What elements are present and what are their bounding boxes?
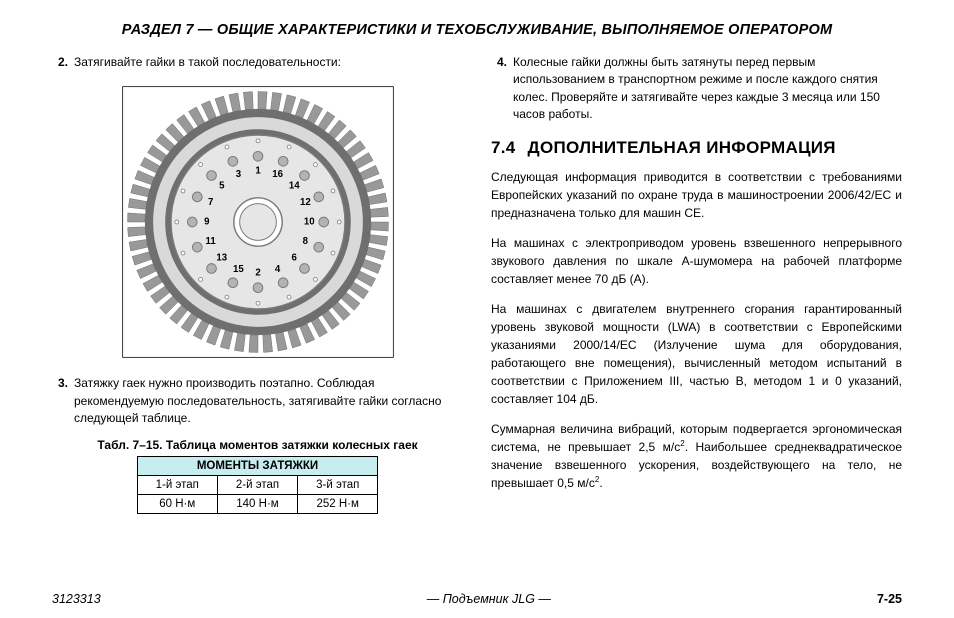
svg-text:15: 15 xyxy=(233,264,244,275)
svg-text:14: 14 xyxy=(288,181,299,192)
svg-text:8: 8 xyxy=(302,236,308,247)
table-cell: 60 Н·м xyxy=(137,494,217,513)
page-footer: 3123313 — Подъемник JLG — 7-25 xyxy=(52,592,902,606)
footer-left: 3123313 xyxy=(52,592,101,606)
table-cell: 252 Н·м xyxy=(298,494,378,513)
tire-diagram: 1 16 1412 10 864 2 15 1311 9 753 xyxy=(113,77,403,367)
table-caption: Табл. 7–15. Таблица моментов затяжки кол… xyxy=(52,438,463,452)
list-text: Затяжку гаек нужно производить поэтапно.… xyxy=(74,375,463,427)
svg-text:11: 11 xyxy=(205,236,216,247)
footer-center: — Подъемник JLG — xyxy=(427,592,551,606)
svg-text:4: 4 xyxy=(274,264,280,275)
svg-text:13: 13 xyxy=(216,253,227,264)
list-text: Затягивайте гайки в такой последовательн… xyxy=(74,54,463,71)
paragraph: Суммарная величина вибраций, которым под… xyxy=(491,420,902,492)
svg-text:12: 12 xyxy=(299,197,310,208)
svg-text:9: 9 xyxy=(204,217,210,228)
list-number: 3. xyxy=(52,375,74,427)
table-cell: 3-й этап xyxy=(298,475,378,494)
svg-text:7: 7 xyxy=(207,197,212,208)
svg-text:5: 5 xyxy=(219,181,225,192)
list-number: 2. xyxy=(52,54,74,71)
list-number: 4. xyxy=(491,54,513,124)
section-header: РАЗДЕЛ 7 — ОБЩИЕ ХАРАКТЕРИСТИКИ И ТЕХОБС… xyxy=(52,22,902,38)
left-column: 2. Затягивайте гайки в такой последовате… xyxy=(52,54,463,514)
footer-right: 7-25 xyxy=(877,592,902,606)
svg-text:1: 1 xyxy=(255,166,261,177)
torque-table: МОМЕНТЫ ЗАТЯЖКИ 1-й этап 2-й этап 3-й эт… xyxy=(137,456,379,514)
table-cell: 1-й этап xyxy=(137,475,217,494)
table-cell: 140 Н·м xyxy=(217,494,297,513)
list-text: Колесные гайки должны быть затянуты пере… xyxy=(513,54,902,124)
subsection-number: 7.4 xyxy=(491,138,516,157)
svg-text:10: 10 xyxy=(303,217,314,228)
subsection-heading: 7.4 ДОПОЛНИТЕЛЬНАЯ ИНФОРМАЦИЯ xyxy=(491,138,902,158)
subsection-title: ДОПОЛНИТЕЛЬНАЯ ИНФОРМАЦИЯ xyxy=(528,138,836,157)
list-item: 4. Колесные гайки должны быть затянуты п… xyxy=(491,54,902,124)
list-item: 3. Затяжку гаек нужно производить поэтап… xyxy=(52,375,463,427)
table-head: МОМЕНТЫ ЗАТЯЖКИ xyxy=(137,456,378,475)
tire-figure: 1 16 1412 10 864 2 15 1311 9 753 xyxy=(52,77,463,367)
svg-text:3: 3 xyxy=(235,170,241,181)
paragraph-part: . xyxy=(599,476,602,490)
svg-text:16: 16 xyxy=(272,170,283,181)
table-cell: 2-й этап xyxy=(217,475,297,494)
right-column: 4. Колесные гайки должны быть затянуты п… xyxy=(491,54,902,514)
svg-text:2: 2 xyxy=(255,268,260,279)
paragraph: На машинах с двигателем внутреннего сгор… xyxy=(491,300,902,408)
paragraph: На машинах с электроприводом уровень взв… xyxy=(491,234,902,288)
svg-text:6: 6 xyxy=(291,253,297,264)
list-item: 2. Затягивайте гайки в такой последовате… xyxy=(52,54,463,71)
paragraph: Следующая информация приводится в соотве… xyxy=(491,168,902,222)
